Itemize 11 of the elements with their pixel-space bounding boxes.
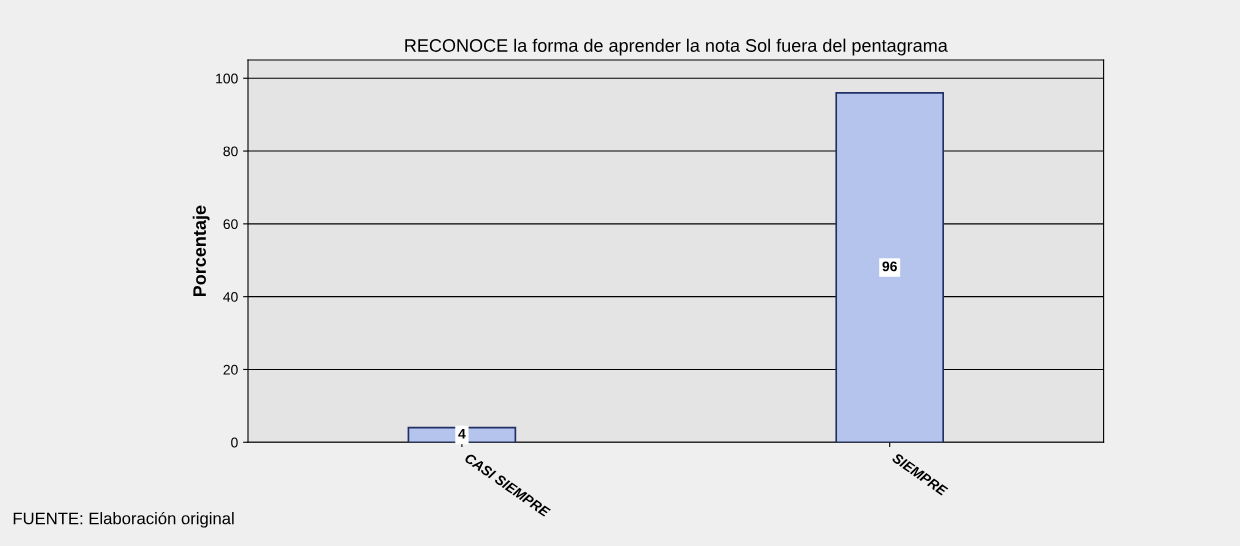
y-tick-label: 60 [223, 219, 238, 230]
y-tick-label: 80 [223, 146, 238, 157]
y-axis-title: Porcentaje [192, 205, 210, 297]
y-tick-label: 0 [231, 437, 238, 448]
source-note: FUENTE: Elaboración original [13, 511, 234, 528]
y-tick-label: 20 [223, 364, 238, 375]
y-tick-label: 100 [216, 73, 238, 84]
data-label: 4 [458, 429, 466, 439]
chart-title: RECONOCE la forma de aprender la nota Sol fuera del pentagrama [405, 38, 948, 56]
data-label: 96 [882, 261, 897, 272]
y-tick-label: 40 [223, 291, 238, 302]
